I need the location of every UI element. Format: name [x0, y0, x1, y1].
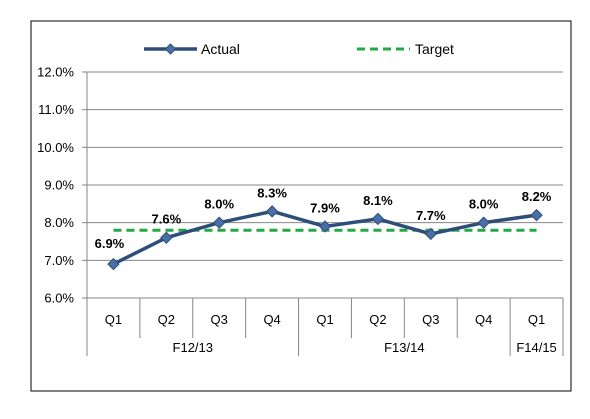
x-tick-label: Q1: [316, 312, 333, 327]
series-layer: [107, 205, 543, 271]
y-tick-label: 6.0%: [44, 291, 74, 306]
data-label: 8.1%: [363, 193, 393, 208]
x-tick-label: Q1: [105, 312, 122, 327]
y-tick-label: 12.0%: [37, 65, 74, 80]
actual-point-marker: [107, 257, 120, 271]
legend-actual-label: Actual: [201, 41, 240, 57]
actual-point-marker: [318, 220, 332, 233]
y-tick-label: 9.0%: [44, 178, 74, 193]
legend-target-label: Target: [415, 41, 454, 57]
x-tick-label: Q2: [158, 312, 175, 327]
actual-point-marker: [477, 216, 490, 229]
data-label: 8.0%: [469, 197, 499, 212]
actual-point-marker: [213, 216, 226, 229]
legend-actual-marker: [164, 43, 177, 55]
x-tick-label: Q3: [211, 312, 228, 327]
x-group-label: F14/15: [516, 340, 556, 355]
x-axis: Q1 Q2 Q3 Q4 Q1 Q2 Q3 Q4 Q1 F12/13 F13/14 F14/15: [86, 297, 564, 356]
y-tick-label: 8.0%: [44, 215, 74, 230]
actual-point-marker: [265, 205, 279, 218]
data-label: 7.9%: [310, 200, 340, 215]
actual-point-marker: [424, 227, 437, 241]
legend: Actual Target: [144, 41, 454, 57]
actual-point-marker: [160, 231, 173, 244]
x-tick-label: Q4: [263, 312, 280, 327]
y-axis: 6.0% 7.0% 8.0% 9.0% 10.0% 11.0% 12.0%: [37, 65, 88, 306]
x-tick-label: Q3: [422, 312, 439, 327]
data-label: 8.0%: [204, 197, 234, 212]
y-tick-label: 11.0%: [38, 102, 74, 117]
data-label: 8.3%: [257, 185, 287, 200]
x-tick-label: Q2: [369, 312, 386, 327]
data-label: 7.7%: [416, 208, 446, 223]
y-tick-label: 10.0%: [37, 140, 74, 155]
actual-point-marker: [371, 212, 385, 226]
x-tick-label: Q1: [528, 312, 545, 327]
data-label: 8.2%: [522, 189, 552, 204]
x-tick-label: Q4: [475, 312, 492, 327]
x-group-label: F13/14: [384, 340, 424, 355]
data-label: 6.9%: [95, 236, 125, 251]
actual-point-marker: [530, 208, 543, 222]
chart-border: [30, 20, 572, 392]
data-label: 7.6%: [152, 212, 182, 227]
x-group-label: F12/13: [173, 340, 213, 355]
y-tick-label: 7.0%: [44, 253, 74, 268]
data-labels: 6.9% 7.6% 8.0% 8.3% 7.9% 8.1% 7.7% 8.0% 8.2%: [95, 185, 552, 251]
